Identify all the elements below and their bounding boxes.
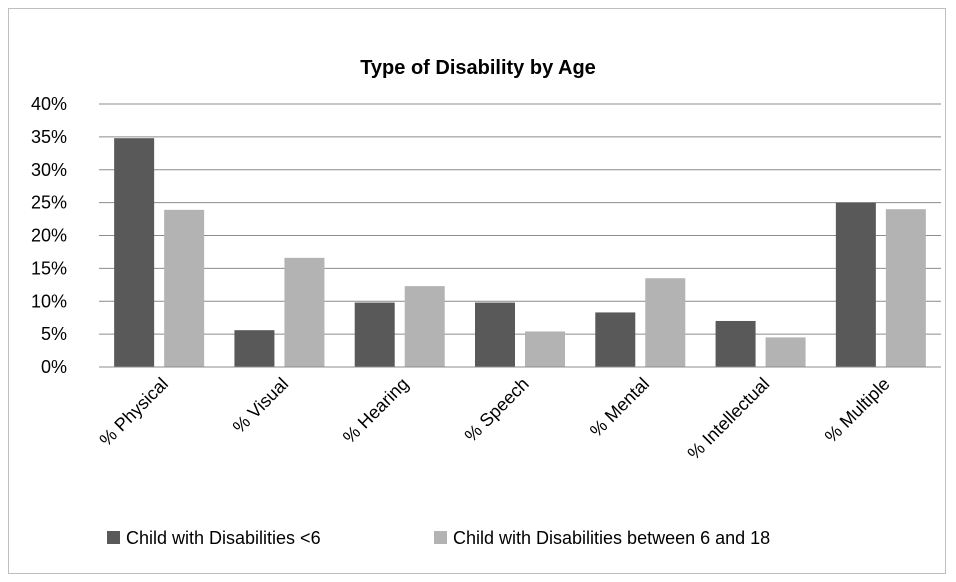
bar-under-6 bbox=[234, 330, 275, 367]
gridlines bbox=[99, 103, 941, 335]
x-axis-category-labels: % Physical % Visual % Hearing % Speech % Men… bbox=[96, 374, 894, 464]
chart-title: Type of Disability by Age bbox=[360, 57, 596, 79]
bar-chart: Type of Disability by Age 0% 5% 10% 15% 20% 2… bbox=[31, 57, 941, 548]
legend-swatch bbox=[434, 531, 447, 544]
category-label: % Speech bbox=[461, 374, 533, 446]
bar-6-to-18 bbox=[284, 257, 325, 367]
y-tick-label: 40% bbox=[31, 94, 67, 114]
y-tick-label: 25% bbox=[31, 193, 67, 213]
y-tick-label: 15% bbox=[31, 258, 67, 278]
y-tick-label: 35% bbox=[31, 127, 67, 147]
y-tick-label: 10% bbox=[31, 291, 67, 311]
y-tick-label: 0% bbox=[41, 357, 67, 377]
legend-label: Child with Disabilities <6 bbox=[126, 528, 321, 548]
category-label: % Hearing bbox=[339, 374, 413, 448]
bar-under-6 bbox=[835, 202, 876, 367]
bar-under-6 bbox=[475, 302, 515, 367]
bar-6-to-18 bbox=[164, 209, 205, 367]
y-tick-label: 30% bbox=[31, 160, 67, 180]
y-tick-label: 20% bbox=[31, 226, 67, 246]
y-axis-tick-labels: 0% 5% 10% 15% 20% 25% 30% 35% 40% bbox=[31, 94, 67, 377]
legend-swatch bbox=[107, 531, 120, 544]
category-label: % Intellectual bbox=[684, 374, 774, 464]
bar-6-to-18 bbox=[885, 209, 926, 367]
y-tick-label: 5% bbox=[41, 324, 67, 344]
legend-label: Child with Disabilities between 6 and 18 bbox=[453, 528, 770, 548]
bar-6-to-18 bbox=[765, 337, 806, 367]
legend: Child with Disabilities <6 Child with Dis… bbox=[107, 528, 770, 548]
bar-6-to-18 bbox=[404, 286, 445, 367]
category-label: % Visual bbox=[229, 374, 292, 437]
bar-6-to-18 bbox=[525, 331, 565, 367]
bar-under-6 bbox=[114, 138, 155, 367]
bar-6-to-18 bbox=[645, 278, 686, 367]
bars bbox=[114, 138, 926, 367]
bar-under-6 bbox=[354, 302, 395, 367]
chart-frame: Type of Disability by Age 0% 5% 10% 15% 20% 2… bbox=[8, 8, 946, 574]
category-label: % Mental bbox=[586, 374, 653, 441]
bar-under-6 bbox=[715, 320, 756, 367]
bar-under-6 bbox=[595, 312, 636, 367]
category-label: % Multiple bbox=[821, 374, 894, 447]
category-label: % Physical bbox=[96, 374, 172, 450]
